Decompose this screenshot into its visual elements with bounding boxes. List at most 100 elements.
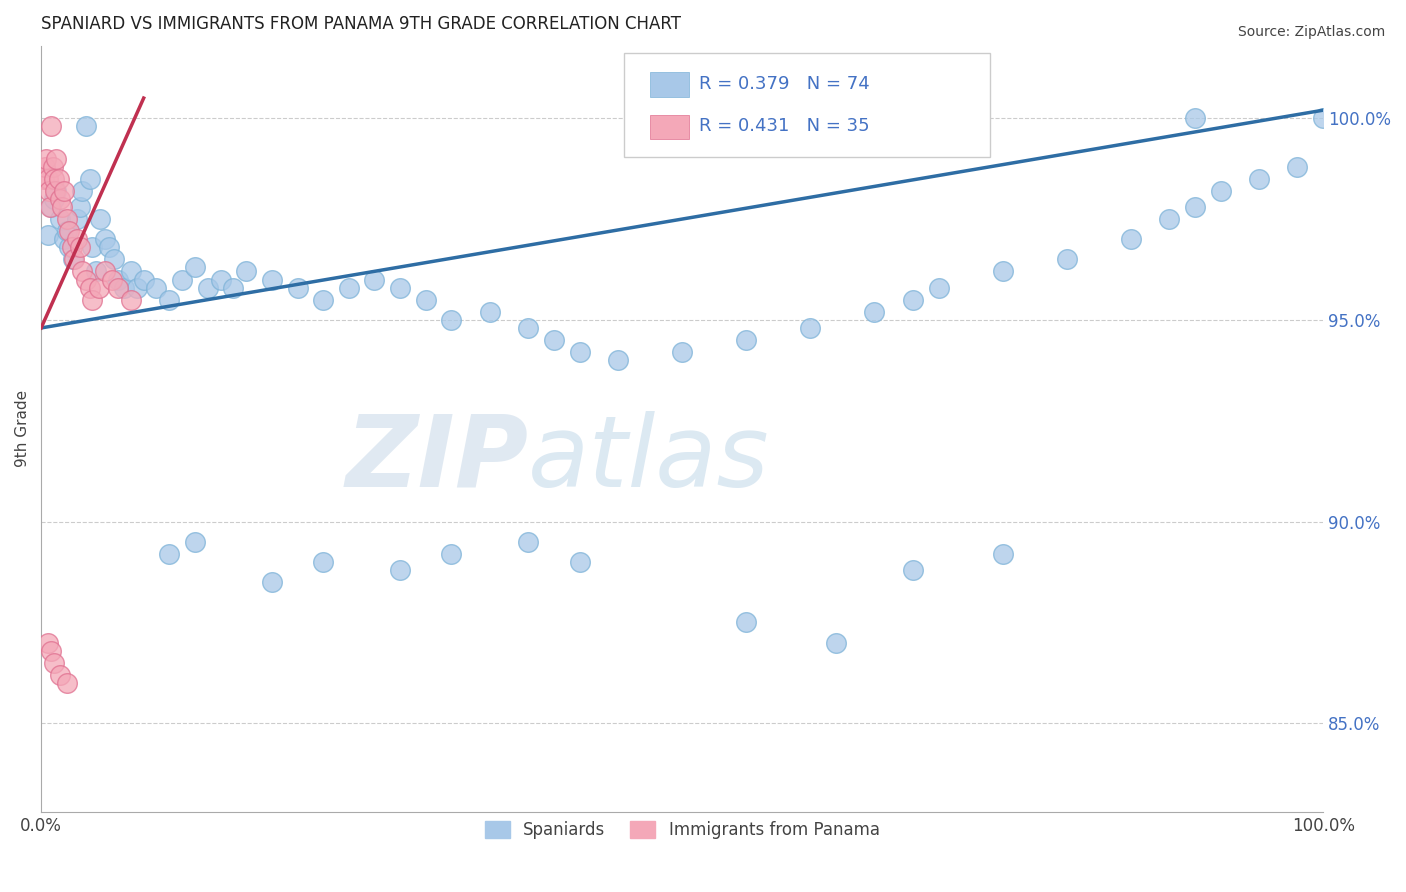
Text: atlas: atlas (529, 411, 770, 508)
Point (337, 280, 360, 294)
Point (901, 293, 924, 307)
Point (1209, 184, 1232, 198)
Point (145, 280, 167, 294)
Point (103, 252, 125, 267)
Point (120, 264, 142, 278)
Point (32, 171, 55, 186)
Point (389, 563, 412, 577)
Point (42, 656, 65, 670)
Point (735, 615, 758, 630)
Point (799, 321, 821, 335)
Point (75, 120, 97, 134)
Point (87, 280, 110, 294)
Point (70, 184, 93, 198)
Point (735, 333, 758, 347)
Bar (650, 115, 689, 139)
Point (44, 184, 66, 198)
Point (53, 184, 76, 198)
Point (51, 200, 73, 214)
Point (1184, 200, 1206, 214)
Point (312, 555, 335, 569)
Point (100, 272, 122, 286)
Point (440, 313, 463, 327)
Point (49, 192, 72, 206)
Point (58, 240, 80, 254)
Point (66, 232, 89, 246)
Point (287, 280, 309, 294)
Point (543, 333, 565, 347)
Text: R = 0.379   N = 74: R = 0.379 N = 74 (699, 75, 869, 93)
Point (63, 252, 86, 267)
Point (440, 547, 463, 561)
Point (62, 252, 84, 267)
Point (517, 321, 540, 335)
Point (671, 345, 693, 359)
Point (37, 171, 59, 186)
Point (127, 280, 149, 294)
Point (1159, 212, 1181, 227)
Point (53, 232, 76, 246)
Point (568, 345, 591, 359)
Point (60, 240, 83, 254)
Point (41, 160, 63, 174)
Point (363, 272, 385, 286)
Point (98, 240, 121, 254)
Point (901, 563, 924, 577)
Text: SPANIARD VS IMMIGRANTS FROM PANAMA 9TH GRADE CORRELATION CHART: SPANIARD VS IMMIGRANTS FROM PANAMA 9TH G… (41, 15, 681, 33)
Point (107, 272, 129, 286)
Point (209, 272, 232, 286)
Point (38, 184, 60, 198)
Point (94, 264, 117, 278)
Point (48, 171, 70, 186)
Point (45, 152, 67, 166)
Point (45, 184, 67, 198)
Point (172, 272, 194, 286)
FancyBboxPatch shape (624, 54, 990, 157)
Point (42, 171, 65, 186)
Point (70, 264, 93, 278)
Point (55, 224, 77, 238)
Point (1119, 232, 1142, 246)
Point (235, 264, 257, 278)
Point (84, 264, 107, 278)
Point (41, 200, 63, 214)
Point (55, 212, 77, 227)
Point (991, 547, 1014, 561)
Point (66, 212, 89, 227)
Point (42, 192, 65, 206)
Point (607, 353, 630, 368)
Legend: Spaniards, Immigrants from Panama: Spaniards, Immigrants from Panama (478, 814, 886, 846)
Point (928, 280, 950, 294)
Text: Source: ZipAtlas.com: Source: ZipAtlas.com (1237, 25, 1385, 39)
Y-axis label: 9th Grade: 9th Grade (15, 390, 30, 467)
Point (69, 240, 91, 254)
Point (1286, 160, 1309, 174)
Point (1056, 252, 1078, 267)
Point (55, 676, 77, 690)
Point (260, 574, 283, 589)
Point (58, 224, 80, 238)
Point (157, 547, 180, 561)
Point (37, 635, 59, 649)
Point (107, 280, 129, 294)
Point (825, 635, 848, 649)
Point (79, 280, 101, 294)
Point (132, 272, 155, 286)
Point (260, 272, 283, 286)
Point (49, 212, 72, 227)
Point (1312, 112, 1334, 126)
Point (120, 293, 142, 307)
Point (82, 293, 104, 307)
Point (991, 264, 1014, 278)
Point (1184, 112, 1206, 126)
Point (34, 160, 56, 174)
Point (41, 643, 63, 657)
Point (389, 280, 412, 294)
Point (114, 280, 136, 294)
Point (79, 171, 101, 186)
Point (568, 555, 591, 569)
Bar (650, 72, 689, 97)
Point (478, 305, 501, 319)
Point (75, 272, 97, 286)
Point (41, 120, 63, 134)
